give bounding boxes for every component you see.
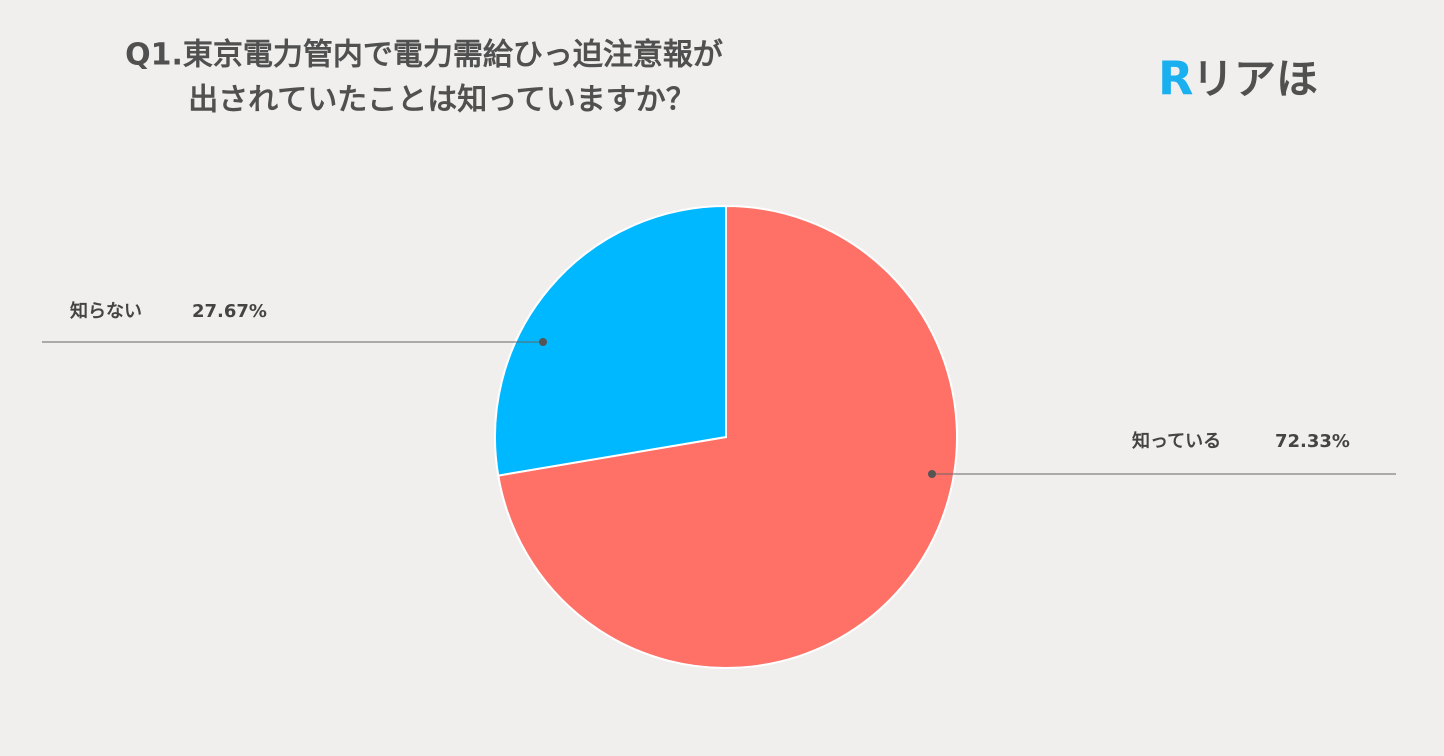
chart-title: 出されていたことは知っていますか？ — [188, 83, 696, 118]
slice-label: 知らない — [70, 300, 142, 322]
pie-slice — [494, 204, 727, 477]
leader-dot — [539, 338, 547, 346]
leader-dot — [928, 470, 936, 478]
value-label: 72.33% — [1275, 431, 1350, 452]
logo-mark: R — [1158, 52, 1193, 106]
pie-slice — [497, 204, 958, 669]
value-label: 27.67% — [192, 301, 267, 322]
slice-label: 知っている — [1132, 430, 1221, 452]
logo-text: リアほ — [1192, 55, 1318, 104]
chart-title: Q1.東京電力管内で電力需給ひっ迫注意報が — [125, 38, 723, 73]
